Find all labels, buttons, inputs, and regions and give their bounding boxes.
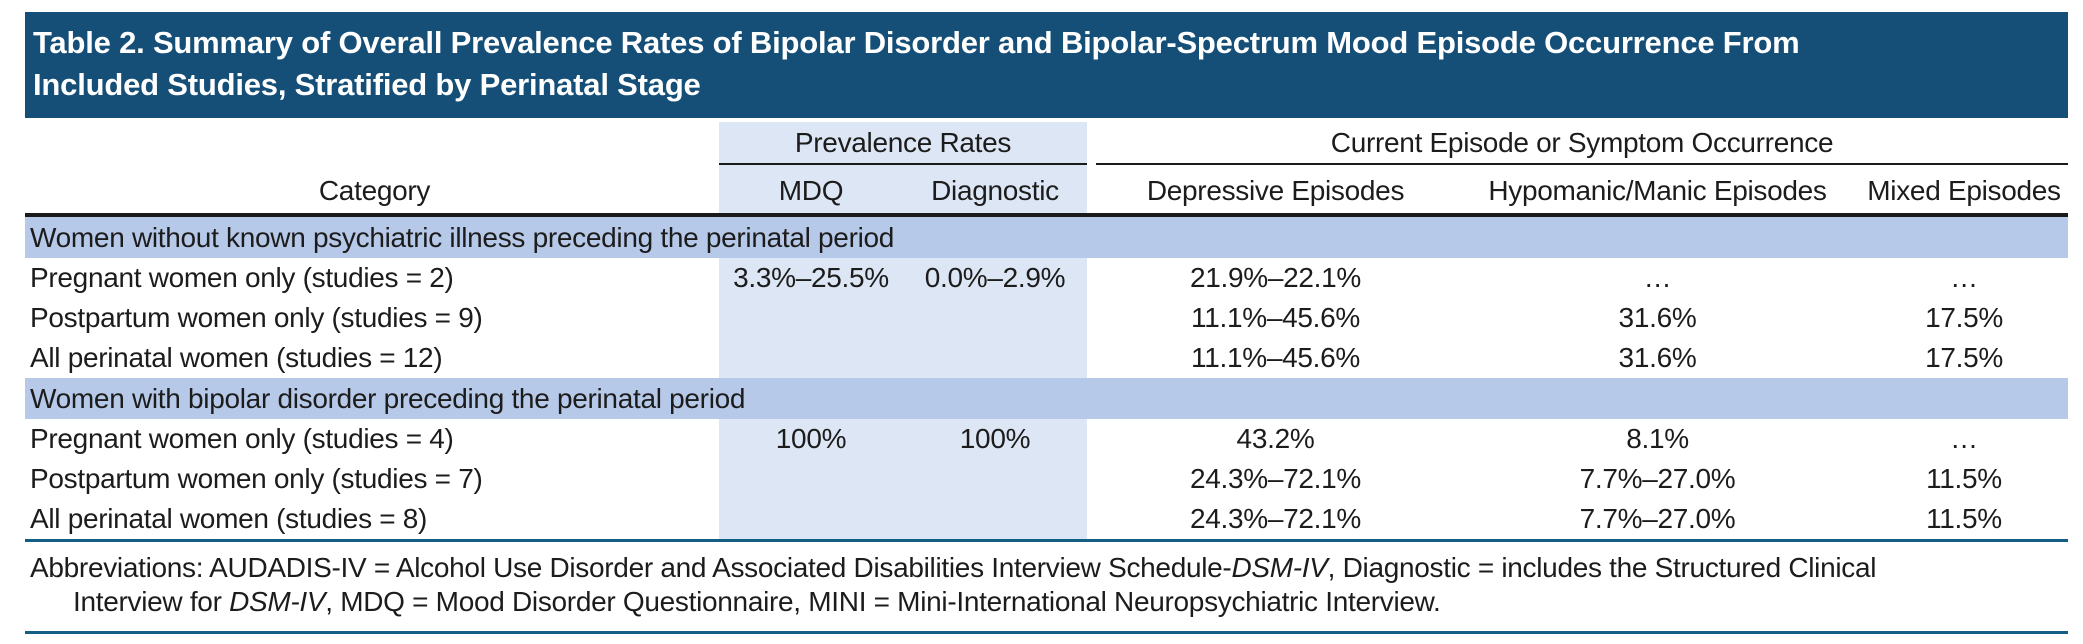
category-cell: Postpartum women only (studies = 7) [30,463,483,494]
category-cell: All perinatal women (studies = 8) [25,499,719,542]
column-header-mixed: Mixed Episodes [1860,164,2069,217]
section-header-label: Women with bipolar disorder preceding th… [25,378,2069,419]
column-header-hypomanic: Hypomanic/Manic Episodes [1455,164,1860,217]
gap-cell [1087,499,1096,542]
category-cell: Postpartum women only (studies = 9) [30,302,483,333]
hypomanic-cell: 31.6% [1618,302,1697,333]
mdq-cell: 100% [719,419,903,459]
column-header-mdq: MDQ [719,164,903,217]
table-title-line1: Table 2. Summary of Overall Prevalence R… [33,25,1800,60]
group-header-spacer [25,122,719,164]
mixed-cell: 17.5% [1925,342,2003,373]
gap-cell [1087,459,1096,499]
mixed-cell: … [1950,262,1978,293]
table-row: Postpartum women only (studies = 7) 24.3%… [25,459,2068,499]
table-row: Postpartum women only (studies = 9) 11.1%… [25,298,2068,338]
footnote-text: Abbreviations: AUDADIS-IV = Alcohol Use … [30,552,1232,583]
diagnostic-cell: 100% [903,419,1087,459]
diagnostic-cell [903,298,1087,338]
group-header-current-episode: Current Episode or Symptom Occurrence [1096,122,2069,165]
depressive-cell: 43.2% [1236,423,1315,454]
group-header-row: Prevalence Rates Current Episode or Symp… [25,122,2069,165]
footnote-text: DSM-IV [229,586,326,617]
table-row: Pregnant women only (studies = 4) 100% 100… [25,419,2068,459]
gap-cell [1087,419,1096,459]
diagnostic-cell [903,499,1087,542]
table-row: Pregnant women only (studies = 2) 3.3%–25… [25,258,2068,298]
footnote-text: Interview for [73,586,230,617]
footnote-text: DSM-IV [1231,552,1328,583]
table-container: Table 2. Summary of Overall Prevalence R… [25,12,2069,634]
footnote-text: , Diagnostic = includes the Structured C… [1327,552,1877,583]
hypomanic-cell: 8.1% [1626,423,1689,454]
column-header-diagnostic: Diagnostic [903,164,1087,217]
section-header-row: Women without known psychiatric illness … [25,215,2069,258]
hypomanic-cell: 7.7%–27.0% [1579,463,1736,494]
table-row: All perinatal women (studies = 8) 24.3%–7… [25,499,2069,542]
category-cell: All perinatal women (studies = 12) [30,342,443,373]
gap-cell [1087,258,1096,298]
footnote-line: Interview for DSM-IV, MDQ = Mood Disorde… [25,585,2068,619]
mdq-cell [719,298,903,338]
mdq-cell [719,459,903,499]
mixed-cell: … [1950,423,1978,454]
mdq-cell: 3.3%–25.5% [719,258,903,298]
group-header-prevalence: Prevalence Rates [719,122,1087,165]
table-body: Women without known psychiatric illness … [25,215,2069,542]
depressive-cell: 21.9%–22.1% [1189,262,1362,293]
gap-cell [1087,298,1096,338]
hypomanic-cell: … [1643,262,1672,293]
column-header-depressive: Depressive Episodes [1096,164,1455,217]
group-header-gap [1087,122,1096,164]
depressive-cell: 11.1%–45.6% [1191,302,1360,333]
section-header-label: Women without known psychiatric illness … [25,215,2069,258]
mixed-cell: 11.5% [1926,463,2002,494]
table-header: Prevalence Rates Current Episode or Symp… [25,122,2069,217]
footnote-text: , MDQ = Mood Disorder Questionnaire, MIN… [325,586,1441,617]
diagnostic-cell [903,338,1087,378]
column-header-gap [1087,164,1096,217]
footnote: Abbreviations: AUDADIS-IV = Alcohol Use … [25,542,2068,634]
table-row: All perinatal women (studies = 12) 11.1%–… [25,338,2068,378]
summary-table: Prevalence Rates Current Episode or Symp… [25,122,2069,542]
hypomanic-cell: 7.7%–27.0% [1455,499,1860,542]
mixed-cell: 11.5% [1860,499,2069,542]
table-title-bar: Table 2. Summary of Overall Prevalence R… [25,12,2068,118]
table-title-line2: Included Studies, Stratified by Perinata… [33,67,701,102]
category-cell: Pregnant women only (studies = 4) [30,423,454,454]
column-header-row: Category MDQ Diagnostic Depressive Episo… [25,164,2069,217]
category-cell: Pregnant women only (studies = 2) [30,262,454,293]
diagnostic-cell [903,459,1087,499]
depressive-cell: 11.1%–45.6% [1191,342,1360,373]
depressive-cell: 24.3%–72.1% [1096,499,1455,542]
diagnostic-cell: 0.0%–2.9% [903,258,1087,298]
footnote-line: Abbreviations: AUDADIS-IV = Alcohol Use … [25,551,2068,585]
section-header-row: Women with bipolar disorder preceding th… [25,378,2069,419]
hypomanic-cell: 31.6% [1618,342,1697,373]
column-header-category: Category [25,164,719,217]
depressive-cell: 24.3%–72.1% [1189,463,1362,494]
mixed-cell: 17.5% [1925,302,2003,333]
gap-cell [1087,338,1096,378]
mdq-cell [719,338,903,378]
mdq-cell [719,499,903,542]
